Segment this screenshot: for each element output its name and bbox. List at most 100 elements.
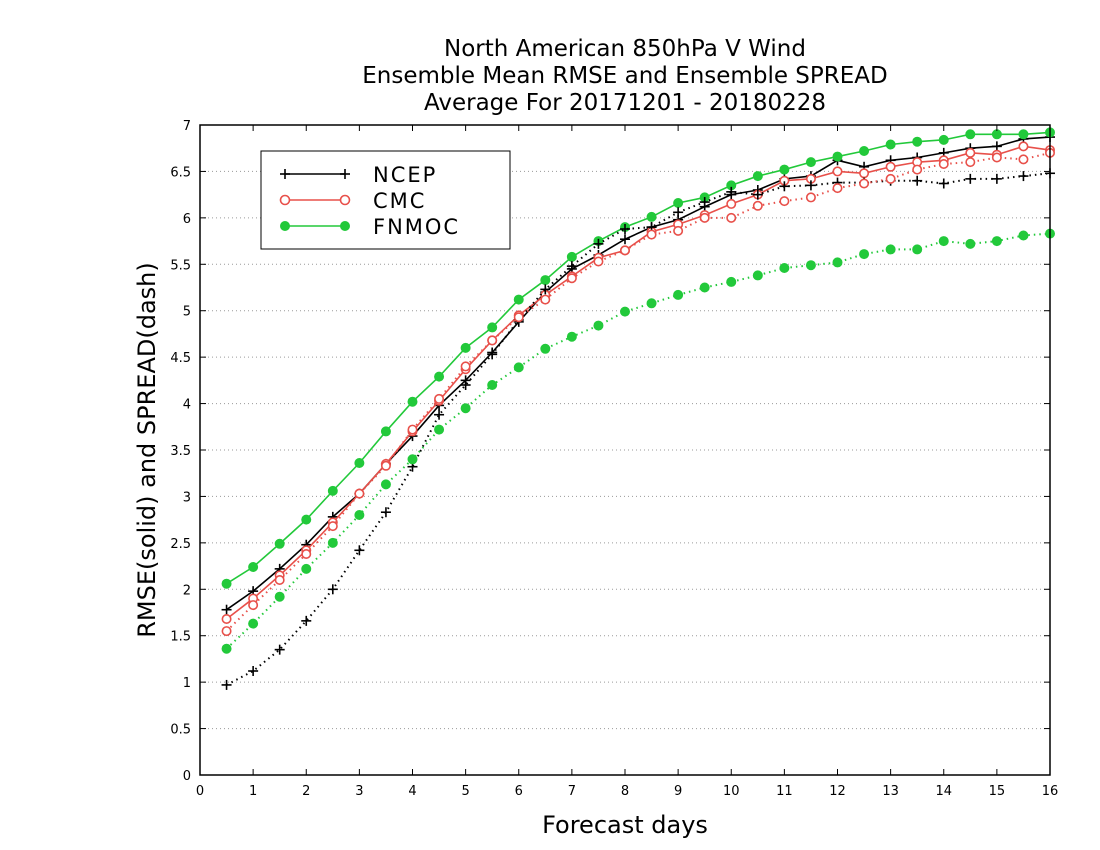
x-tick-label: 3 <box>355 784 363 799</box>
filled-circle-marker <box>274 591 285 602</box>
filled-circle-marker <box>859 249 870 260</box>
open-circle-marker <box>752 200 763 211</box>
filled-circle-marker <box>938 134 949 145</box>
open-circle-marker <box>832 166 843 177</box>
series-ncep-spread <box>221 168 1055 690</box>
x-tick-label: 15 <box>989 784 1006 799</box>
plus-marker <box>991 141 1002 152</box>
open-circle-marker <box>354 488 365 499</box>
plus-marker <box>912 175 923 186</box>
plus-marker <box>699 197 710 208</box>
plus-marker <box>221 604 232 615</box>
plus-marker <box>752 189 763 200</box>
open-circle-marker <box>699 212 710 223</box>
plus-marker <box>1018 171 1029 182</box>
plus-marker <box>779 181 790 192</box>
filled-circle-marker <box>248 618 259 629</box>
filled-circle-marker <box>274 538 285 549</box>
open-circle-marker <box>274 574 285 585</box>
y-tick-label: 1 <box>183 676 191 691</box>
plus-marker <box>274 644 285 655</box>
filled-circle-marker <box>380 479 391 490</box>
legend-entry-fnmoc: FNMOC <box>280 215 460 239</box>
x-tick-label: 16 <box>1042 784 1059 799</box>
legend-label: FNMOC <box>373 215 460 239</box>
plus-marker <box>620 224 630 234</box>
plus-marker <box>354 545 365 556</box>
filled-circle-marker <box>301 563 312 574</box>
filled-circle-marker <box>566 331 577 342</box>
x-tick-label: 0 <box>196 784 204 799</box>
y-tick-label: 2 <box>183 583 191 598</box>
filled-circle-marker <box>991 129 1002 140</box>
open-circle-marker <box>407 424 418 435</box>
plus-marker <box>340 169 350 179</box>
legend-entry-ncep: NCEP <box>280 163 435 187</box>
x-tick-label: 4 <box>408 784 416 799</box>
filled-circle-marker <box>779 263 790 273</box>
filled-circle-marker <box>965 238 976 249</box>
y-tick-label: 2.5 <box>170 537 191 552</box>
open-circle-marker <box>912 164 923 175</box>
series-line <box>226 172 1051 686</box>
gridlines <box>200 170 1050 730</box>
open-circle-marker <box>991 152 1002 163</box>
open-circle-marker <box>619 245 630 256</box>
filled-circle-marker <box>779 164 790 175</box>
legend-entry-cmc: CMC <box>279 189 426 213</box>
filled-circle-marker <box>991 236 1002 247</box>
filled-circle-marker <box>912 244 923 255</box>
open-circle-marker <box>513 312 524 323</box>
open-circle-marker <box>1018 141 1029 152</box>
open-circle-marker <box>593 256 604 267</box>
series-line <box>225 232 1051 650</box>
open-circle-marker <box>460 361 471 372</box>
open-circle-marker <box>726 198 737 209</box>
y-tick-label: 5.5 <box>170 258 191 273</box>
filled-circle-marker <box>938 236 949 247</box>
open-circle-marker <box>938 159 949 170</box>
plus-marker <box>965 173 976 184</box>
open-circle-marker <box>965 157 976 168</box>
y-tick-label: 7 <box>183 119 191 134</box>
open-circle-marker <box>1018 154 1029 165</box>
filled-circle-marker <box>752 171 763 182</box>
x-tick-label: 8 <box>621 784 629 799</box>
filled-circle-marker <box>513 294 524 305</box>
y-tick-label: 0.5 <box>170 723 191 738</box>
legend-label: CMC <box>373 189 426 213</box>
filled-circle-marker <box>407 396 418 407</box>
filled-circle-marker <box>380 426 391 437</box>
x-tick-label: 6 <box>515 784 523 799</box>
open-circle-marker <box>859 178 870 189</box>
open-circle-marker <box>859 168 870 179</box>
open-circle-marker <box>646 229 657 240</box>
filled-circle-marker <box>832 151 843 162</box>
plus-marker <box>673 207 684 218</box>
plus-marker <box>726 186 737 197</box>
open-circle-marker <box>673 225 684 236</box>
x-tick-label: 14 <box>935 784 952 799</box>
filled-circle-marker <box>487 322 498 333</box>
open-circle-marker <box>221 626 232 637</box>
filled-circle-marker <box>1018 230 1029 241</box>
open-circle-marker <box>248 600 259 611</box>
open-circle-marker <box>805 192 816 203</box>
filled-circle-marker <box>407 454 418 465</box>
filled-circle-marker <box>460 403 471 414</box>
open-circle-marker <box>487 335 498 346</box>
x-tick-label: 12 <box>829 784 846 799</box>
filled-circle-marker <box>965 129 976 140</box>
plus-marker <box>301 615 312 626</box>
open-circle-marker <box>380 460 391 471</box>
open-circle-marker <box>221 613 232 624</box>
plus-marker <box>248 666 259 676</box>
chart-title-line-3: Average For 20171201 - 20180228 <box>423 90 827 116</box>
filled-circle-marker <box>434 371 445 382</box>
plus-marker <box>487 349 498 360</box>
filled-circle-marker <box>885 244 896 255</box>
filled-circle-marker <box>434 424 445 435</box>
open-circle-marker <box>434 393 445 404</box>
series-fnmoc-rmse <box>221 127 1055 589</box>
